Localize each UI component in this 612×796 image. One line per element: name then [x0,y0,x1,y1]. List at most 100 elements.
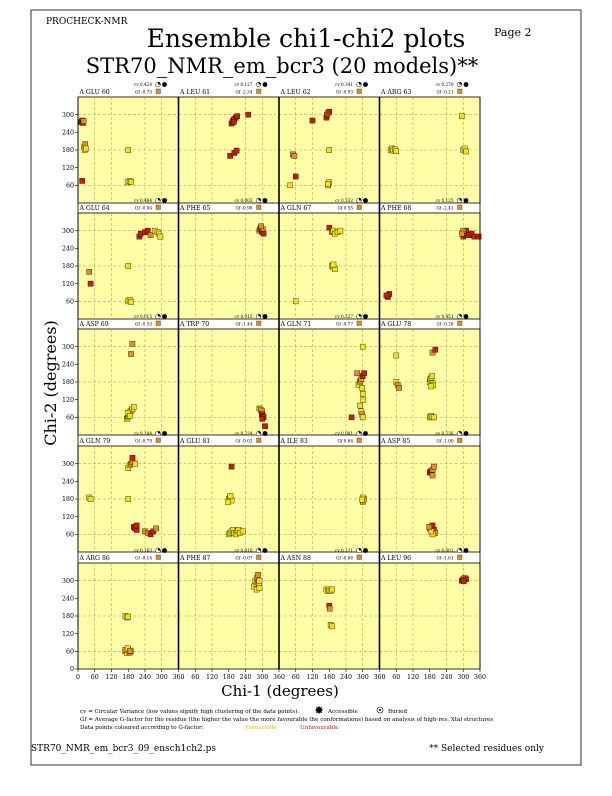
data-point [239,528,246,535]
x-tick-label: 180 [323,674,335,681]
data-point [125,263,132,269]
data-point [426,524,432,530]
data-point [360,396,367,403]
panel-cv: cv 0.127 [234,82,252,87]
panel-label: A ILE 83 [280,438,308,445]
y-tick-label: 120 [62,631,74,638]
data-point [292,173,299,180]
clock-sector-icon [158,198,161,201]
legend: cv = Circular Variance (low values signi… [80,706,493,731]
y-tick-label: 180 [62,613,74,620]
y-tick-label: 240 [62,596,74,603]
data-point [256,577,263,584]
panel-gf: Gf -0.75 [135,90,152,95]
gf-colour-box [356,88,362,94]
panel-gf: Gf -0.07 [236,556,253,561]
data-point [145,227,151,234]
panel-gf: Gf 0.64 [337,439,353,444]
y-tick-label: 60 [66,299,74,306]
data-point [428,383,434,390]
panel-gf: Gf -1.44 [236,322,253,327]
gf-colour-box [256,554,262,560]
x-tick-label: 0 [76,674,80,681]
gf-colour-box [256,88,262,94]
data-point [396,385,402,391]
gf-colour-box [155,320,161,326]
x-tick-label: 360 [172,674,184,681]
panel-cv: cv 0.270 [435,82,453,87]
panel-cv: cv 0.236 [435,431,453,436]
x-tick-label: 120 [206,674,218,681]
data-point [359,496,365,503]
data-point [359,414,366,421]
panel-gf: Gf -2.41 [437,206,454,211]
accessibility-icon [363,82,368,87]
panel: A LEU 96 cv 0.001 Gf -1.61 [379,547,481,670]
data-point [128,299,134,305]
gf-colour-box [256,320,262,326]
panel-gf: Gf -0.21 [437,90,454,95]
data-point [359,391,366,397]
panel-cv: cv 0.224 [234,431,252,436]
gf-colour-box [356,204,362,210]
data-point [245,111,252,118]
gf-colour-box [155,437,161,443]
data-point [80,118,87,124]
clock-sector-icon [459,314,462,317]
data-point [127,413,133,419]
panel: A LEU 62 cv 0.341 Gf -0.93 [278,81,380,204]
panel-gf: Gf 0.55 [337,206,353,211]
panel-label: A GLN 79 [79,438,111,445]
chart-title: Ensemble chi1-chi2 plots [147,24,466,53]
accessibility-icon [463,548,469,553]
panel-label: A GLN 71 [280,321,312,328]
accessibility-icon [363,548,368,553]
clock-sector-icon [258,82,261,85]
panel: A ASN 88 cv 0.121 Gf -0.66 [278,547,380,670]
gf-colour-box [256,437,262,443]
panel: A PHE 65 cv 0.003 Gf -0.96 [178,197,280,320]
data-point [233,147,240,154]
y-tick-label: 300 [62,461,74,468]
panel-gf: Gf -0.79 [135,439,152,444]
clock-sector-icon [359,82,362,85]
gf-colour-box [155,88,161,94]
panel-cv: cv 0.227 [335,314,353,319]
y-tick-label: 240 [62,130,74,137]
gf-colour-box [457,437,463,443]
clock-sector-icon [158,548,161,551]
footer-filename: STR70_NMR_em_bcr3_09_ensch1ch2.ps [31,744,216,754]
data-point [326,224,333,231]
data-point [326,108,333,115]
data-point [432,346,439,353]
accessibility-icon [463,198,469,203]
accessibility-icon [262,314,268,319]
clock-sector-icon [158,431,161,434]
y-tick-label: 300 [62,344,74,351]
data-point [127,647,133,654]
panel-cv: cv 0.003 [234,198,252,203]
x-tick-label: 240 [440,674,452,681]
data-point [125,496,132,502]
data-point [225,499,231,505]
x-tick-label: 360 [273,674,285,681]
data-point [326,147,333,153]
panel-gf: Gf -2.34 [236,90,253,95]
y-tick-label: 240 [62,362,74,369]
x-tick-label: 240 [139,674,151,681]
y-tick-label: 120 [62,514,74,521]
clock-sector-icon [359,431,362,434]
panel-label: A LEU 96 [380,555,411,562]
y-tick-label: 300 [62,578,74,585]
accessibility-icon [162,82,167,87]
accessibility-icon [463,314,469,319]
x-tick-label: 300 [457,674,469,681]
clock-sector-icon [258,198,261,201]
data-point [231,119,237,125]
data-point [125,613,132,620]
panel-cv: cv 0.001 [335,431,353,436]
x-tick-label: 120 [105,674,117,681]
y-tick-label: 60 [66,183,74,190]
panel: A ILE 83 cv 0.001 Gf 0.64 [278,430,380,553]
